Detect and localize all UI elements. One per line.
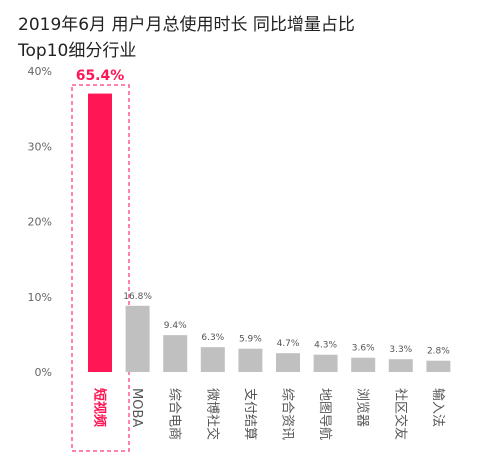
bar [388, 359, 413, 372]
data-label: 65.4% [76, 68, 125, 84]
data-label: 6.3% [201, 333, 224, 343]
data-label: 5.9% [239, 335, 262, 345]
y-tick-label: 10% [28, 291, 52, 304]
data-label: 3.3% [389, 345, 412, 355]
y-tick-label: 0% [35, 366, 52, 379]
data-label: 9.4% [164, 321, 187, 331]
bar [88, 93, 112, 372]
bar [313, 354, 338, 372]
category-label: 微博社交 [204, 388, 220, 440]
category-label: MOBA [129, 388, 144, 427]
y-tick-label: 20% [28, 216, 52, 229]
category-label: 社区交友 [392, 388, 408, 440]
bars: 65.4% 短视频 16.8% MOBA 9.4% 综合电商 6.3% 微博社交 5.9% 支付结… [71, 68, 451, 452]
bar [200, 347, 225, 372]
chart-subtitle: Top10细分行业 [17, 41, 136, 61]
bar [163, 335, 188, 372]
category-label: 综合电商 [167, 388, 182, 440]
bar [351, 357, 376, 372]
data-label: 4.7% [277, 339, 300, 349]
bar [426, 360, 451, 372]
y-axis: 0% 10% 20% 30% 40% [28, 65, 52, 379]
category-label: 地图导航 [317, 388, 333, 440]
category-label: 综合资讯 [279, 388, 294, 440]
bar [125, 305, 150, 372]
category-label: 支付结算 [242, 388, 257, 440]
y-tick-label: 40% [28, 65, 52, 78]
y-tick-label: 30% [28, 140, 52, 153]
bar [238, 348, 263, 372]
category-label: 浏览器 [355, 388, 371, 427]
data-label: 16.8% [123, 292, 152, 302]
category-label: 输入法 [430, 388, 446, 427]
chart-title: 2019年6月 用户月总使用时长 同比增量占比 [18, 14, 355, 35]
data-label: 2.8% [427, 347, 450, 357]
category-label: 短视频 [91, 388, 107, 427]
highlight-box [71, 84, 130, 452]
bar [276, 353, 300, 372]
data-label: 4.3% [314, 341, 337, 351]
data-label: 3.6% [352, 344, 375, 354]
